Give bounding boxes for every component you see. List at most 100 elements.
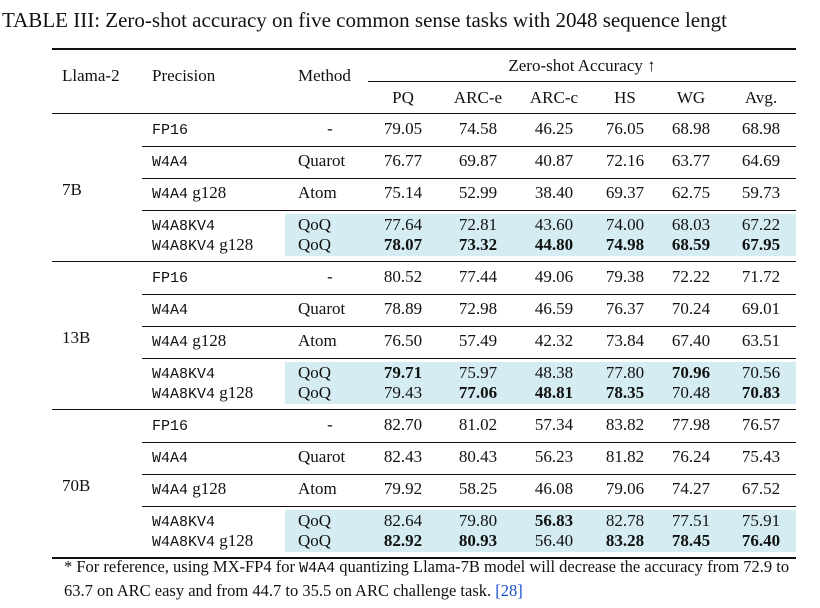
table-footnote: * For reference, using MX-FP4 for W4A4 q… bbox=[64, 556, 804, 602]
row-divider bbox=[142, 294, 796, 295]
value-hs: 76.05 bbox=[605, 119, 645, 138]
row-divider bbox=[142, 146, 796, 147]
qoq-highlight bbox=[285, 362, 796, 404]
precision-cell: W4A4 bbox=[152, 151, 188, 173]
block-rule bbox=[52, 261, 796, 263]
precision-suffix: g128 bbox=[215, 531, 254, 550]
value-hs: 72.16 bbox=[605, 151, 645, 170]
method-cell: Quarot bbox=[298, 447, 346, 466]
row-divider bbox=[142, 506, 796, 507]
value-wg: 70.96 bbox=[671, 363, 711, 382]
value-hs: 82.78 bbox=[605, 511, 645, 530]
precision-code: W4A4 bbox=[152, 302, 189, 319]
value-wg: 62.75 bbox=[671, 183, 711, 202]
qoq-highlight bbox=[285, 510, 796, 552]
value-arcc: 48.38 bbox=[534, 363, 574, 382]
value-hs: 74.00 bbox=[605, 215, 645, 234]
header-precision: Precision bbox=[152, 66, 216, 85]
value-pq: 79.71 bbox=[383, 363, 423, 382]
value-pq: 79.43 bbox=[383, 383, 423, 402]
value-avg: 67.95 bbox=[741, 235, 781, 254]
value-arce: 72.81 bbox=[458, 215, 498, 234]
method-cell: - bbox=[327, 119, 333, 138]
method-cell: - bbox=[327, 267, 333, 286]
value-pq: 82.43 bbox=[383, 447, 423, 466]
value-wg: 67.40 bbox=[671, 331, 711, 350]
method-cell: QoQ bbox=[298, 235, 332, 254]
value-arce: 57.49 bbox=[458, 331, 498, 350]
value-hs: 83.28 bbox=[605, 531, 645, 550]
value-avg: 59.73 bbox=[741, 183, 781, 202]
precision-cell: W4A4 bbox=[152, 299, 188, 321]
precision-suffix: g128 bbox=[188, 331, 227, 350]
value-arce: 81.02 bbox=[458, 415, 498, 434]
value-wg: 77.51 bbox=[671, 511, 711, 530]
header-col-avg: Avg. bbox=[744, 88, 778, 107]
value-pq: 82.92 bbox=[383, 531, 423, 550]
precision-suffix: g128 bbox=[215, 235, 254, 254]
value-pq: 76.50 bbox=[383, 331, 423, 350]
value-avg: 70.83 bbox=[741, 383, 781, 402]
value-wg: 68.98 bbox=[671, 119, 711, 138]
method-cell: Quarot bbox=[298, 151, 346, 170]
precision-cell: W4A8KV4 bbox=[152, 215, 215, 237]
precision-code: W4A8KV4 bbox=[152, 218, 216, 235]
method-cell: QoQ bbox=[298, 531, 332, 550]
value-pq: 82.64 bbox=[383, 511, 423, 530]
value-avg: 75.43 bbox=[741, 447, 781, 466]
method-cell: - bbox=[327, 415, 333, 434]
header-rule bbox=[52, 113, 796, 115]
value-wg: 77.98 bbox=[671, 415, 711, 434]
header-method: Method bbox=[298, 66, 351, 85]
value-avg: 68.98 bbox=[741, 119, 781, 138]
value-pq: 75.14 bbox=[383, 183, 423, 202]
precision-code: W4A8KV4 bbox=[152, 366, 216, 383]
value-arcc: 43.60 bbox=[534, 215, 574, 234]
value-wg: 78.45 bbox=[671, 531, 711, 550]
value-arce: 73.32 bbox=[458, 235, 498, 254]
header-col-wg: WG bbox=[676, 88, 706, 107]
qoq-highlight bbox=[285, 214, 796, 256]
value-arce: 69.87 bbox=[458, 151, 498, 170]
value-pq: 78.07 bbox=[383, 235, 423, 254]
value-hs: 76.37 bbox=[605, 299, 645, 318]
row-divider bbox=[142, 474, 796, 475]
value-arcc: 46.25 bbox=[534, 119, 574, 138]
precision-code: W4A8KV4 bbox=[152, 386, 216, 403]
value-avg: 75.91 bbox=[741, 511, 781, 530]
precision-code: W4A8KV4 bbox=[152, 238, 216, 255]
value-arce: 77.06 bbox=[458, 383, 498, 402]
precision-code: W4A8KV4 bbox=[152, 514, 216, 531]
precision-suffix: g128 bbox=[215, 383, 254, 402]
value-wg: 70.24 bbox=[671, 299, 711, 318]
row-divider bbox=[142, 210, 796, 211]
precision-code: W4A4 bbox=[152, 334, 189, 351]
row-divider bbox=[142, 358, 796, 359]
value-arcc: 56.83 bbox=[534, 511, 574, 530]
header-col-hs: HS bbox=[614, 88, 636, 107]
value-avg: 64.69 bbox=[741, 151, 781, 170]
precision-code: FP16 bbox=[152, 270, 189, 287]
value-arce: 52.99 bbox=[458, 183, 498, 202]
model-label: 7B bbox=[62, 180, 82, 199]
method-cell: Atom bbox=[298, 183, 337, 202]
value-avg: 70.56 bbox=[741, 363, 781, 382]
value-hs: 79.38 bbox=[605, 267, 645, 286]
precision-suffix: g128 bbox=[188, 183, 227, 202]
value-arce: 74.58 bbox=[458, 119, 498, 138]
precision-cell: W4A8KV4 bbox=[152, 363, 215, 385]
precision-cell: W4A8KV4 g128 bbox=[152, 383, 253, 405]
precision-cell: W4A4 g128 bbox=[152, 331, 226, 353]
precision-code: FP16 bbox=[152, 122, 189, 139]
top-rule bbox=[52, 48, 796, 50]
header-group-rule bbox=[368, 81, 796, 82]
value-arce: 80.93 bbox=[458, 531, 498, 550]
method-cell: QoQ bbox=[298, 215, 332, 234]
value-pq: 78.89 bbox=[383, 299, 423, 318]
precision-cell: W4A8KV4 bbox=[152, 511, 215, 533]
footnote-citation-link[interactable]: [28] bbox=[495, 581, 523, 600]
bottom-rule bbox=[52, 557, 796, 559]
model-label: 70B bbox=[62, 476, 91, 495]
value-hs: 73.84 bbox=[605, 331, 645, 350]
value-pq: 77.64 bbox=[383, 215, 423, 234]
